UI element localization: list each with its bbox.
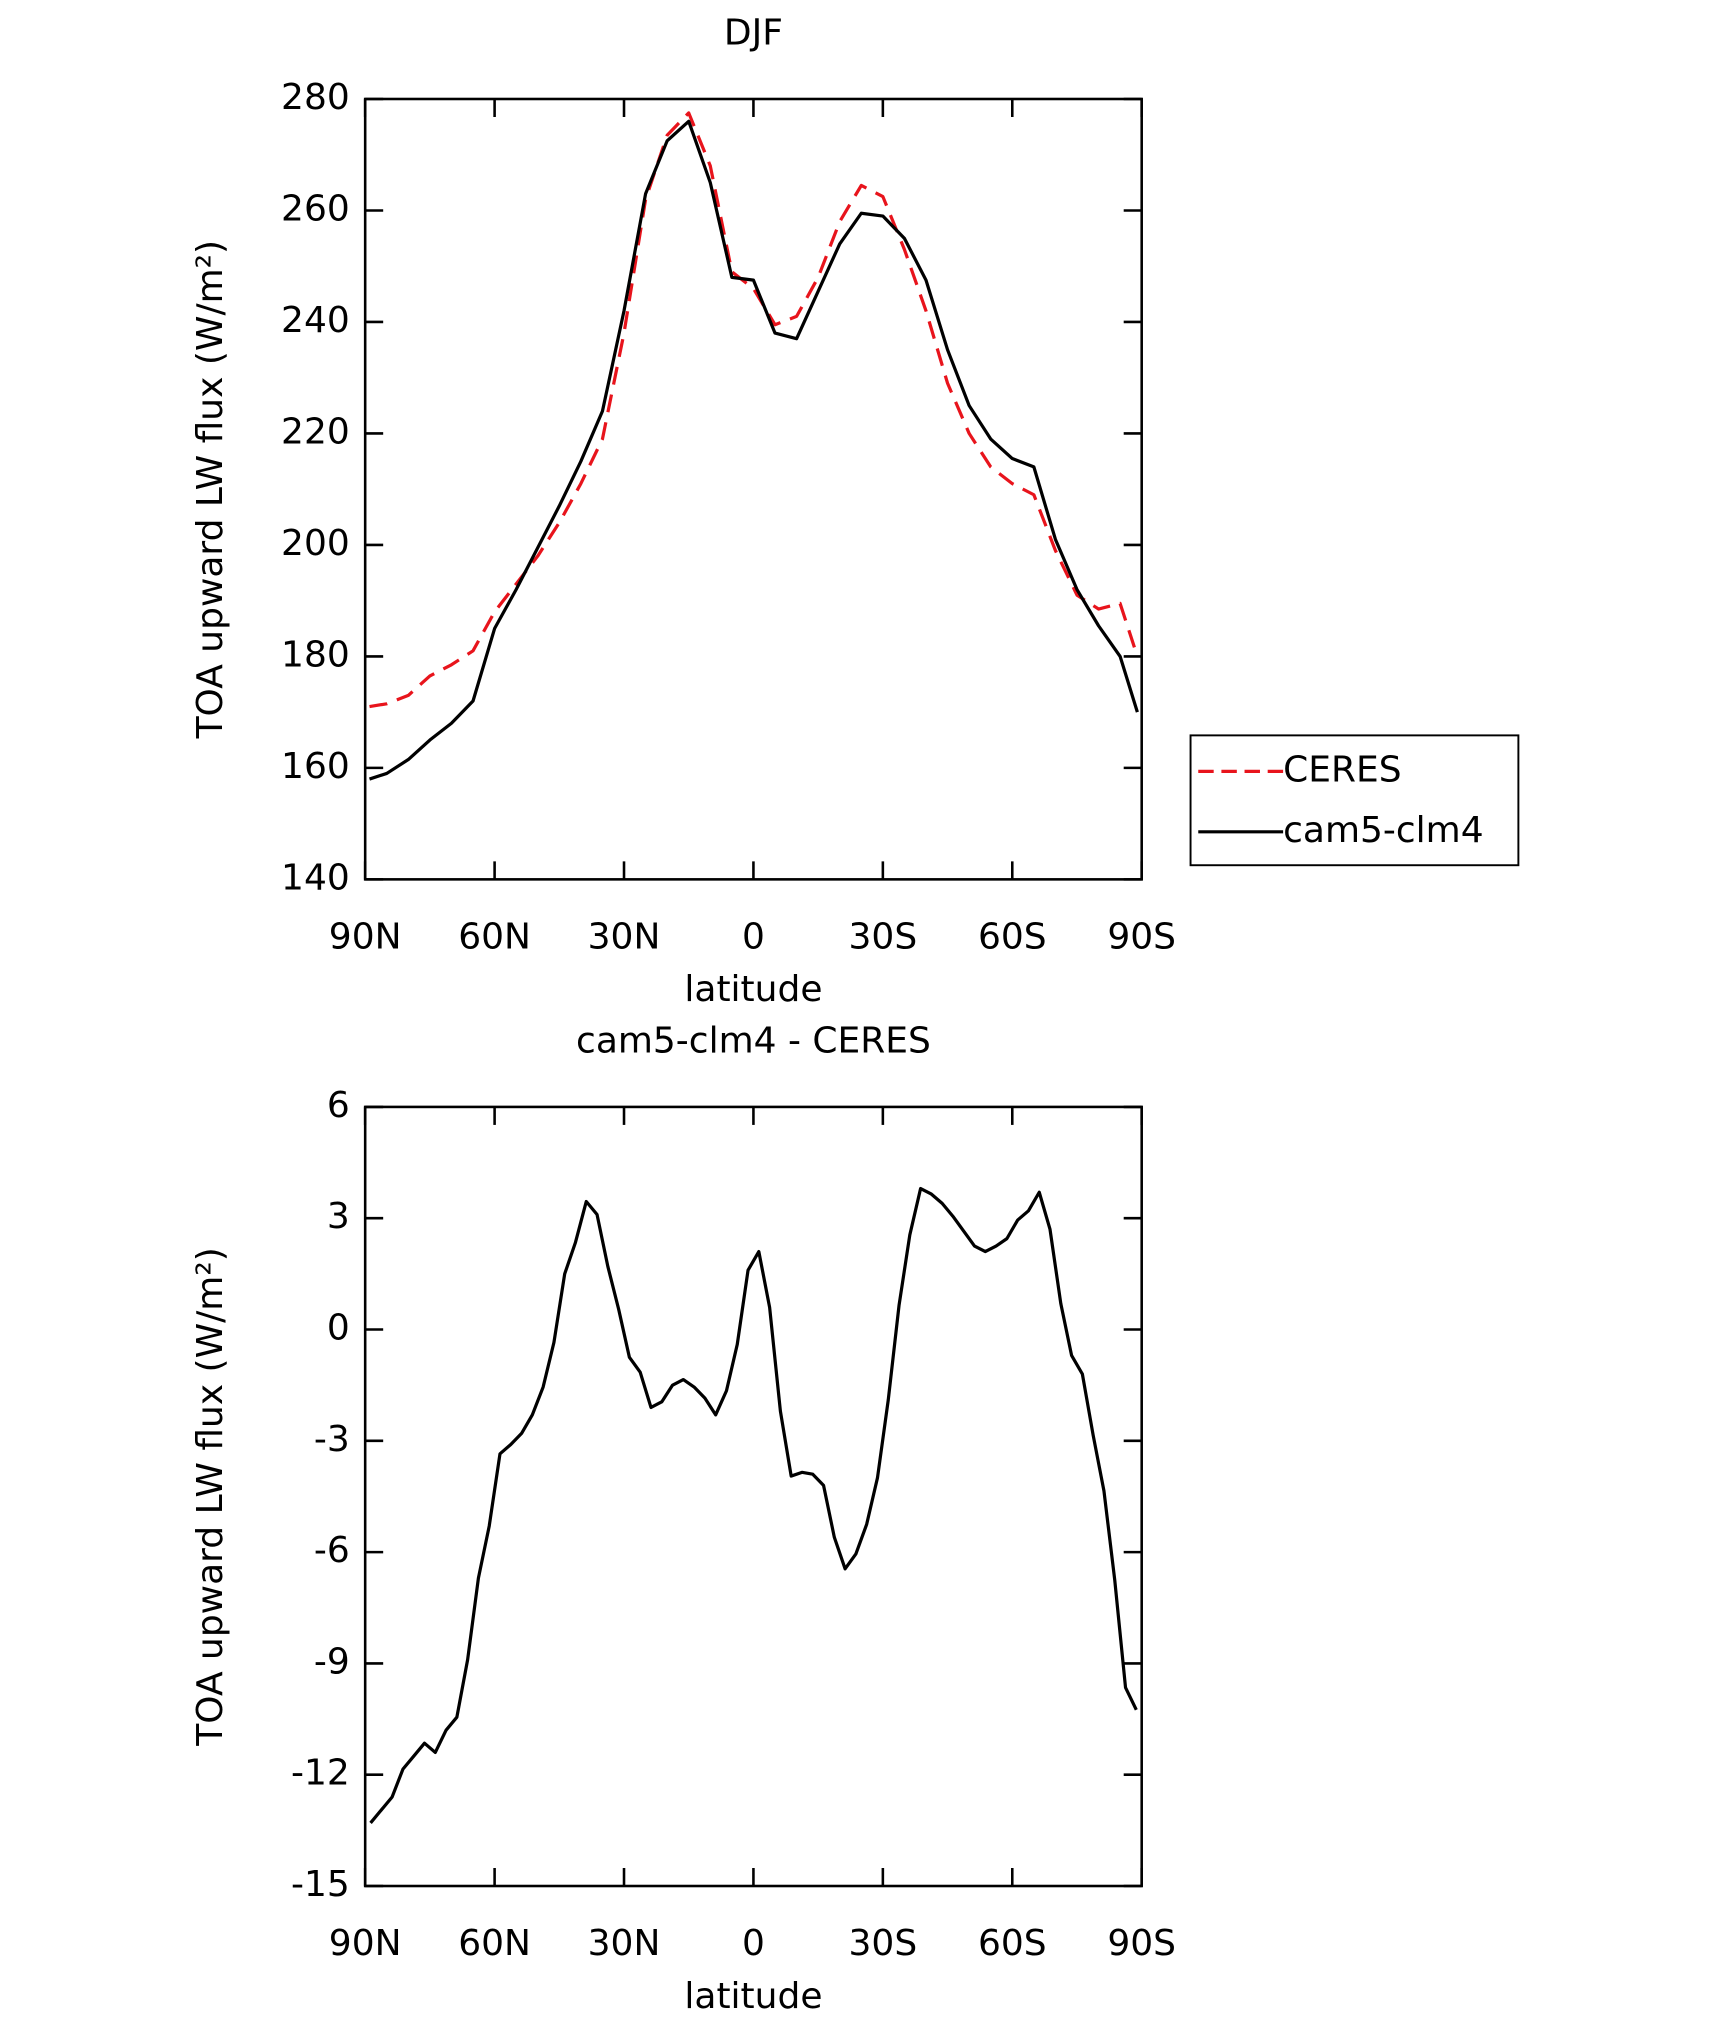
- chart-title: cam5-clm4 - CERES: [576, 1021, 931, 1062]
- x-tick-label: 90N: [329, 917, 402, 958]
- y-tick-label: 260: [281, 188, 350, 229]
- data-line: [369, 119, 1139, 781]
- y-tick-label: -9: [314, 1641, 350, 1682]
- x-tick-label: 90N: [329, 1923, 402, 1964]
- y-tick-label: -12: [291, 1753, 350, 1794]
- x-axis-label: latitude: [684, 1976, 822, 2017]
- plot-frame: [363, 1105, 1143, 1888]
- data-line: [369, 111, 1139, 709]
- x-tick-label: 0: [742, 1923, 765, 1964]
- x-axis-label: latitude: [684, 969, 822, 1010]
- y-tick-label: -3: [314, 1419, 350, 1460]
- y-tick-label: 6: [327, 1085, 350, 1126]
- legend-label: cam5-clm4: [1283, 810, 1484, 851]
- x-tick-label: 60S: [978, 1923, 1047, 1964]
- y-tick-label: 180: [281, 634, 350, 675]
- x-tick-label: 90S: [1107, 917, 1176, 958]
- y-tick-label: 200: [281, 523, 350, 564]
- legend-label: CERES: [1283, 749, 1401, 790]
- y-tick-label: -6: [314, 1530, 350, 1571]
- legend-box: [1189, 734, 1520, 867]
- y-tick-label: -15: [291, 1864, 350, 1905]
- x-tick-label: 30S: [849, 1923, 918, 1964]
- y-tick-label: 140: [281, 857, 350, 898]
- y-tick-label: 280: [281, 77, 350, 118]
- x-tick-label: 60N: [458, 917, 531, 958]
- y-tick-label: 240: [281, 300, 350, 341]
- x-tick-label: 0: [742, 917, 765, 958]
- x-tick-label: 60N: [458, 1923, 531, 1964]
- x-tick-label: 30N: [588, 1923, 661, 1964]
- x-tick-label: 30S: [849, 917, 918, 958]
- y-axis-label: TOA upward LW flux (W/m²): [190, 240, 231, 740]
- x-tick-label: 30N: [588, 917, 661, 958]
- data-line: [369, 1186, 1138, 1824]
- y-tick-label: 0: [327, 1308, 350, 1349]
- plot-frame: [363, 97, 1143, 881]
- y-axis-label: TOA upward LW flux (W/m²): [190, 1247, 231, 1747]
- y-tick-label: 220: [281, 411, 350, 452]
- x-tick-label: 90S: [1107, 1923, 1176, 1964]
- x-tick-label: 60S: [978, 917, 1047, 958]
- chart-title: DJF: [724, 13, 783, 54]
- y-tick-label: 160: [281, 746, 350, 787]
- y-tick-label: 3: [327, 1196, 350, 1237]
